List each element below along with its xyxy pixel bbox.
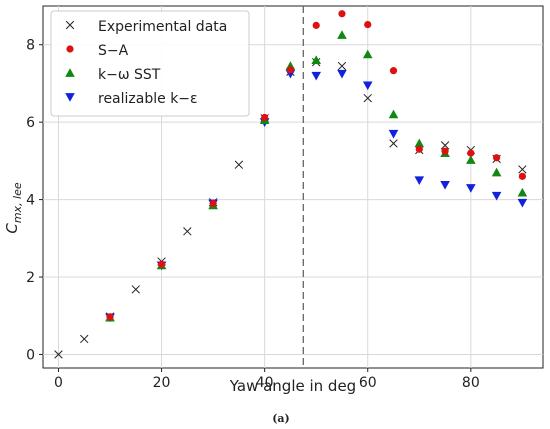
- legend-marker: [65, 93, 75, 102]
- data-point: [80, 334, 89, 344]
- data-point: [183, 227, 192, 236]
- legend-marker: [65, 20, 75, 30]
- data-point: [362, 81, 373, 91]
- x-tick-label: 20: [153, 375, 171, 391]
- y-axis-label: Cmx, lee: [3, 182, 24, 234]
- data-point: [491, 167, 502, 177]
- data-point: [466, 184, 476, 193]
- data-point: [517, 198, 528, 208]
- x-tick-label: 0: [54, 375, 63, 391]
- x-tick-label: 60: [359, 375, 377, 391]
- y-tick-label: 4: [26, 193, 35, 209]
- data-point: [466, 155, 476, 164]
- data-point: [312, 21, 320, 29]
- data-point: [337, 69, 347, 79]
- data-point: [415, 145, 423, 153]
- y-tick-label: 6: [26, 115, 35, 131]
- data-point: [518, 172, 526, 180]
- series-1: [106, 10, 526, 321]
- legend-label: k−ω SST: [98, 67, 161, 83]
- legend-label: S−A: [98, 43, 129, 59]
- data-point: [493, 154, 501, 162]
- legend: Experimental data S−A k−ω SST realizable k−…: [50, 10, 250, 117]
- y-axis-label-subscript: mx, lee: [11, 182, 24, 223]
- legend-marker: [66, 45, 74, 53]
- svg-text:Cmx, lee: Cmx, lee: [3, 182, 24, 234]
- data-point: [440, 181, 450, 190]
- x-axis-label: Yaw angle in deg: [229, 377, 356, 395]
- x-tick-label: 80: [462, 375, 480, 391]
- figure-caption: (a): [272, 412, 290, 425]
- data-point: [388, 129, 399, 139]
- data-point: [131, 285, 140, 294]
- data-point: [517, 187, 528, 197]
- data-point: [157, 260, 166, 268]
- x-axis-ticks: 0 20 40 60 80: [54, 368, 480, 391]
- data-point: [441, 147, 449, 155]
- data-point: [106, 313, 114, 321]
- y-tick-label: 0: [26, 347, 35, 363]
- y-tick-label: 2: [26, 270, 35, 286]
- data-point: [518, 165, 527, 174]
- data-point: [337, 61, 347, 71]
- data-point: [440, 141, 450, 150]
- data-marks: [54, 10, 528, 359]
- legend-box: [50, 10, 250, 117]
- data-point: [388, 109, 399, 119]
- legend-marker: [65, 68, 75, 77]
- data-point: [389, 139, 398, 148]
- data-point: [286, 66, 295, 74]
- y-axis-label-main: C: [3, 223, 21, 234]
- data-point: [362, 49, 373, 59]
- data-point: [414, 176, 425, 186]
- x-tick-label: 40: [256, 375, 274, 391]
- data-point: [209, 199, 217, 208]
- y-axis-ticks: 0 2 4 6 8: [26, 38, 43, 363]
- y-tick-label: 8: [26, 38, 35, 54]
- data-point: [54, 350, 63, 359]
- data-point: [389, 67, 398, 75]
- data-point: [338, 10, 346, 18]
- data-point: [337, 30, 347, 39]
- data-point: [234, 160, 244, 169]
- data-point: [311, 71, 321, 81]
- data-point: [261, 113, 269, 122]
- legend-label: realizable k−ε: [98, 91, 198, 107]
- data-point: [414, 138, 425, 148]
- data-point: [364, 20, 372, 29]
- data-point: [491, 191, 502, 201]
- data-point: [311, 55, 321, 65]
- data-point: [363, 93, 372, 103]
- data-point: [467, 149, 475, 157]
- legend-label: Experimental data: [98, 19, 227, 35]
